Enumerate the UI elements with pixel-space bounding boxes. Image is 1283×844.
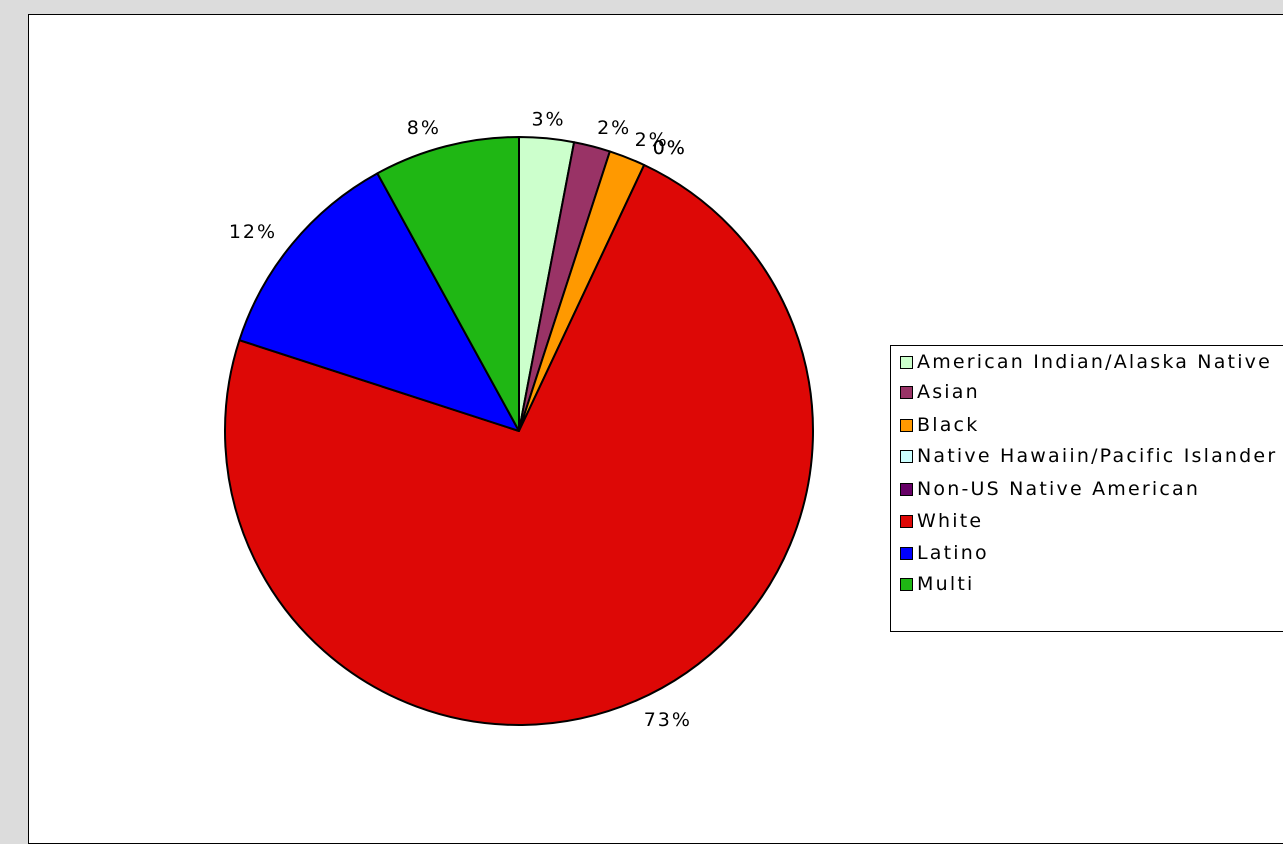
pie-slice-latino <box>238 172 520 432</box>
legend-label: American Indian/Alaska Native <box>917 351 1273 373</box>
legend-item-native-hawaiian: Native Hawaiin/Pacific Islander <box>900 441 1277 471</box>
legend-label: Asian <box>917 381 980 403</box>
legend-swatch <box>900 449 913 463</box>
legend-label: White <box>917 510 984 532</box>
pie-slice-white <box>224 163 814 726</box>
legend-swatch <box>900 546 913 560</box>
legend-label: Native Hawaiin/Pacific Islander <box>917 445 1278 467</box>
pie-label-native-hawaiin-pacific-islander: 0% <box>653 137 687 159</box>
legend-item-american-indian: American Indian/Alaska Native <box>900 347 1272 377</box>
legend-swatch <box>900 355 913 369</box>
legend: American Indian/Alaska Native Asian Blac… <box>890 345 1283 632</box>
pie-label-latino: 12% <box>229 221 277 243</box>
legend-item-multi: Multi <box>900 569 974 599</box>
legend-swatch <box>900 418 913 432</box>
pie-label-asian: 2% <box>597 117 631 139</box>
pie-slices <box>224 136 814 726</box>
pie-slice-multi <box>376 136 520 432</box>
legend-label: Multi <box>917 573 975 595</box>
pie-label-black: 2% <box>635 129 669 151</box>
pie-label-non-us-native-american: 0% <box>653 137 687 159</box>
legend-item-white: White <box>900 506 983 536</box>
legend-item-asian: Asian <box>900 377 980 407</box>
legend-swatch <box>900 514 913 528</box>
pie-label-multi: 8% <box>407 117 441 139</box>
legend-item-latino: Latino <box>900 538 989 568</box>
pie-chart: 3% 2%2%0%0%73%12%8% <box>224 108 814 731</box>
legend-label: Latino <box>917 542 989 564</box>
legend-swatch <box>900 385 913 399</box>
legend-item-non-us-native-american: Non-US Native American <box>900 474 1200 504</box>
legend-label: Non-US Native American <box>917 478 1201 500</box>
legend-swatch <box>900 577 913 591</box>
pie-label-white: 73% <box>644 709 692 731</box>
pie-labels: 3% 2%2%0%0%73%12%8% <box>229 108 692 731</box>
legend-item-black: Black <box>900 410 979 440</box>
pie-label-american-indian-alaska-native: 3% <box>531 108 565 130</box>
legend-label: Black <box>917 414 980 436</box>
chart-area: 3% 2% 2% 0% 0% 73% 12% 8% American Indian/Alask… <box>28 14 1283 844</box>
legend-swatch <box>900 482 913 496</box>
